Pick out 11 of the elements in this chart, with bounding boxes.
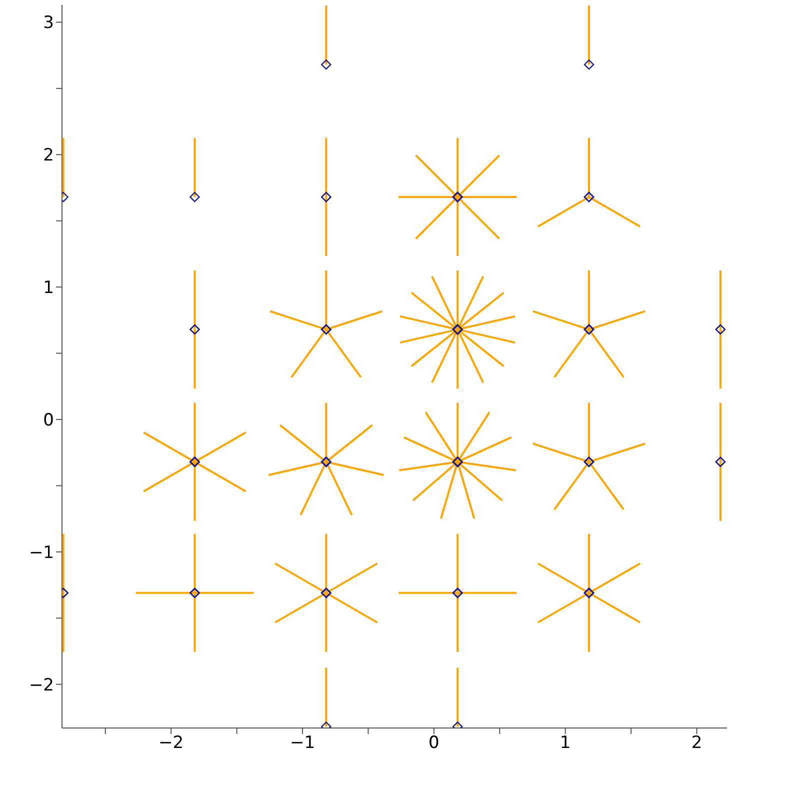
x-tick-label: 1 [560, 733, 571, 754]
y-tick-label: 1 [43, 278, 54, 298]
y-tick-label: 3 [43, 13, 54, 34]
x-tick-label: −2 [158, 733, 184, 754]
y-tick-label: 2 [43, 146, 54, 166]
y-tick-label: −1 [28, 542, 54, 563]
x-tick-label: 2 [691, 733, 702, 754]
y-tick-label: 0 [43, 410, 54, 430]
y-tick-label: −2 [28, 675, 54, 696]
x-tick-label: −1 [290, 733, 316, 754]
x-tick-label: 0 [428, 733, 440, 754]
